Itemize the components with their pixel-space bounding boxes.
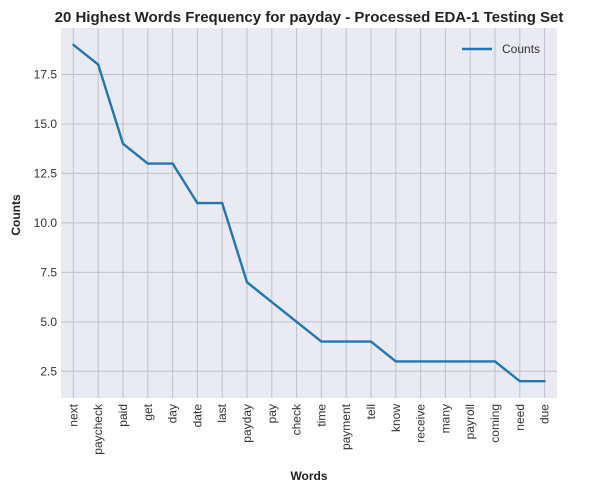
x-tick-label: get bbox=[141, 403, 155, 420]
data-point bbox=[493, 360, 497, 363]
data-point bbox=[518, 379, 521, 383]
data-point bbox=[72, 43, 75, 47]
x-tick-label: paid bbox=[116, 404, 130, 427]
series-layer bbox=[72, 43, 546, 383]
data-point bbox=[146, 162, 149, 165]
y-tick-label: 17.5 bbox=[34, 67, 58, 81]
x-axis-label: Words bbox=[290, 469, 327, 483]
data-point bbox=[320, 340, 323, 343]
plot-area bbox=[61, 28, 557, 398]
data-point bbox=[543, 379, 546, 383]
x-tick-label: paycheck bbox=[91, 403, 105, 455]
x-tick-label: many bbox=[438, 404, 452, 433]
y-tick-label: 5.0 bbox=[40, 315, 57, 329]
data-point bbox=[221, 201, 224, 205]
x-tick-label: pay bbox=[265, 404, 279, 423]
x-tick-label: receive bbox=[414, 404, 428, 443]
x-tick-label: day bbox=[166, 404, 180, 423]
y-axis-label: Counts bbox=[9, 194, 23, 236]
data-point bbox=[121, 142, 125, 145]
x-tick-label: last bbox=[215, 403, 229, 422]
legend-label: Counts bbox=[502, 42, 540, 56]
data-point bbox=[245, 281, 249, 284]
y-tick-label: 15.0 bbox=[34, 117, 58, 131]
x-tick-label: coming bbox=[488, 404, 502, 443]
data-point bbox=[196, 201, 199, 205]
x-tick-label: due bbox=[538, 404, 552, 424]
x-tick-label: know bbox=[389, 404, 403, 432]
y-tick-label: 7.5 bbox=[40, 265, 57, 279]
x-tick-label: tell bbox=[364, 404, 378, 419]
grid bbox=[61, 28, 557, 398]
data-point bbox=[270, 300, 273, 304]
data-point bbox=[171, 162, 174, 165]
data-point bbox=[97, 63, 100, 66]
legend: Counts bbox=[462, 42, 540, 56]
x-tick-label: payday bbox=[240, 404, 254, 443]
x-tick-label: check bbox=[290, 403, 304, 435]
x-tick-label: need bbox=[513, 404, 527, 431]
series-line-counts bbox=[72, 43, 545, 383]
y-tick-label: 2.5 bbox=[40, 364, 57, 378]
y-axis-ticks: 2.5 5.0 7.5 10.0 12.5 15.0 17.5 bbox=[34, 67, 58, 378]
chart-title: 20 Highest Words Frequency for payday - … bbox=[55, 9, 564, 26]
data-point bbox=[469, 360, 472, 363]
y-tick-label: 10.0 bbox=[34, 216, 58, 230]
data-point bbox=[295, 320, 298, 324]
data-point bbox=[345, 340, 348, 343]
y-tick-label: 12.5 bbox=[34, 166, 58, 180]
data-point bbox=[419, 360, 422, 363]
x-tick-label: payment bbox=[339, 403, 353, 450]
x-tick-label: payroll bbox=[463, 404, 477, 439]
x-tick-label: time bbox=[314, 404, 328, 427]
data-point bbox=[369, 340, 373, 343]
x-tick-label: next bbox=[66, 403, 80, 426]
data-point bbox=[444, 360, 447, 363]
x-tick-label: date bbox=[190, 404, 204, 428]
data-point bbox=[394, 360, 397, 363]
x-axis-ticks: next paycheck paid get day date last payday pay c… bbox=[66, 403, 551, 455]
